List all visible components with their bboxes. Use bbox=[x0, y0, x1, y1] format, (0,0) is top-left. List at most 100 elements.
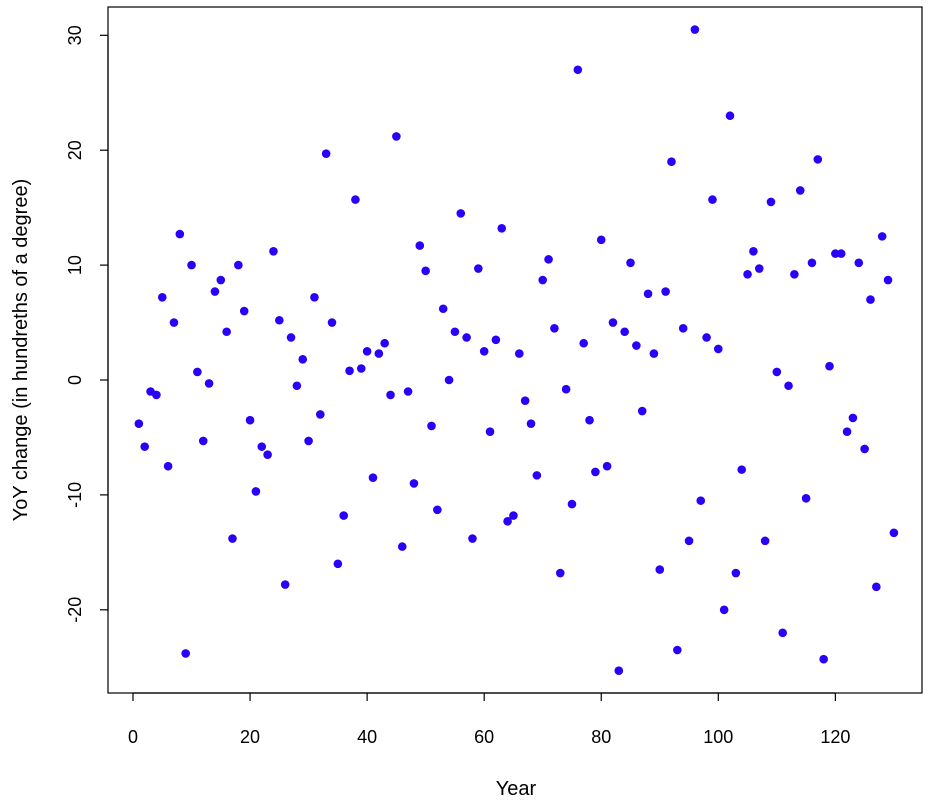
x-tick-label: 80 bbox=[591, 727, 611, 747]
data-point bbox=[737, 465, 747, 474]
data-point bbox=[573, 65, 583, 75]
data-point bbox=[819, 654, 828, 664]
data-point bbox=[468, 534, 477, 543]
data-point bbox=[263, 450, 272, 459]
data-point bbox=[269, 247, 278, 256]
data-point bbox=[345, 366, 354, 376]
data-point bbox=[286, 333, 296, 342]
x-tick-label: 40 bbox=[357, 727, 377, 747]
data-point bbox=[614, 666, 624, 675]
data-point bbox=[152, 390, 161, 400]
data-point bbox=[772, 367, 782, 377]
data-point bbox=[714, 344, 723, 354]
data-point bbox=[544, 255, 553, 264]
data-point bbox=[427, 421, 436, 431]
data-point bbox=[503, 517, 512, 526]
data-point bbox=[743, 269, 752, 279]
data-point bbox=[374, 349, 384, 358]
data-point bbox=[632, 341, 641, 350]
data-point bbox=[210, 287, 220, 296]
data-point bbox=[696, 496, 706, 505]
data-point bbox=[860, 444, 869, 454]
data-point bbox=[538, 275, 548, 285]
data-point bbox=[462, 333, 471, 342]
data-point bbox=[245, 415, 255, 425]
plot-frame bbox=[107, 6, 923, 694]
data-point bbox=[760, 536, 770, 546]
data-point bbox=[643, 289, 653, 299]
x-tick-label: 60 bbox=[474, 727, 494, 747]
data-point bbox=[620, 327, 629, 337]
data-point bbox=[673, 645, 682, 655]
data-point bbox=[872, 582, 881, 592]
data-point bbox=[526, 419, 536, 428]
data-point bbox=[497, 224, 507, 233]
data-point bbox=[397, 542, 407, 551]
data-point bbox=[725, 111, 735, 121]
data-point bbox=[327, 318, 337, 327]
data-point bbox=[169, 318, 179, 327]
data-point bbox=[228, 534, 237, 543]
data-point bbox=[778, 628, 787, 638]
data-point bbox=[649, 349, 659, 358]
data-point bbox=[310, 292, 319, 302]
data-point bbox=[702, 333, 711, 342]
data-point bbox=[175, 229, 185, 239]
data-point bbox=[836, 249, 846, 258]
data-point bbox=[239, 306, 249, 316]
data-point bbox=[356, 364, 366, 373]
data-point bbox=[257, 442, 267, 451]
data-point bbox=[690, 25, 700, 34]
data-point bbox=[754, 264, 764, 273]
data-point bbox=[222, 327, 231, 337]
y-tick-label: 10 bbox=[65, 255, 85, 275]
y-tick-label: -20 bbox=[65, 597, 85, 623]
data-point bbox=[304, 436, 313, 446]
data-point bbox=[134, 419, 144, 428]
data-points bbox=[134, 25, 899, 675]
data-point bbox=[848, 413, 858, 423]
data-point bbox=[842, 427, 852, 437]
data-point bbox=[708, 195, 717, 204]
data-point bbox=[362, 346, 372, 356]
x-tick-label: 20 bbox=[240, 727, 260, 747]
data-point bbox=[368, 473, 378, 482]
data-point bbox=[509, 511, 518, 520]
data-point bbox=[251, 487, 261, 496]
data-point bbox=[784, 381, 793, 391]
data-point bbox=[456, 209, 466, 218]
data-point bbox=[854, 258, 864, 268]
data-point bbox=[579, 338, 588, 348]
data-point bbox=[555, 568, 565, 578]
data-point bbox=[421, 266, 430, 276]
y-axis-title: YoY change (in hundreths of a degree) bbox=[10, 179, 32, 521]
data-point bbox=[877, 232, 887, 241]
data-point bbox=[561, 384, 571, 394]
data-point bbox=[198, 436, 208, 446]
data-point bbox=[596, 235, 606, 245]
x-tick-label: 100 bbox=[703, 727, 733, 747]
data-point bbox=[193, 367, 202, 377]
data-point bbox=[678, 323, 688, 333]
data-point bbox=[532, 471, 542, 480]
data-point bbox=[655, 565, 665, 574]
y-tick-label: -10 bbox=[65, 482, 85, 508]
x-tick-label: 120 bbox=[820, 727, 850, 747]
data-point bbox=[321, 149, 331, 158]
data-point bbox=[315, 410, 325, 419]
data-point bbox=[380, 338, 389, 348]
data-point bbox=[766, 197, 776, 207]
data-point bbox=[234, 260, 243, 270]
data-point bbox=[298, 355, 308, 364]
data-point bbox=[626, 258, 635, 268]
data-point bbox=[661, 287, 670, 296]
data-point bbox=[550, 323, 559, 333]
data-point bbox=[140, 442, 150, 451]
data-point bbox=[520, 396, 530, 405]
data-point bbox=[585, 415, 594, 425]
data-point bbox=[684, 536, 694, 546]
data-point bbox=[403, 387, 413, 396]
data-point bbox=[731, 568, 741, 578]
data-point bbox=[444, 375, 454, 385]
